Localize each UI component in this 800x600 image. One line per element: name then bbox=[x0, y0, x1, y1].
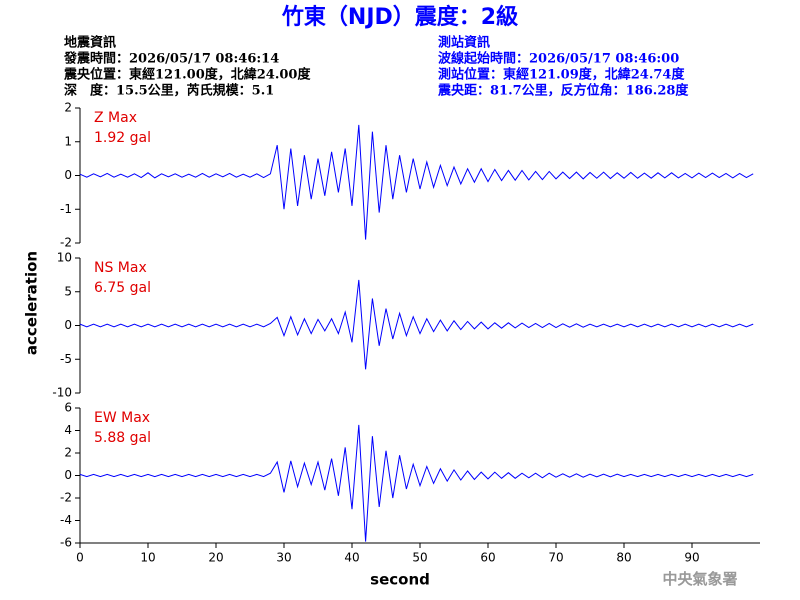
y-tick-label: 0 bbox=[64, 168, 72, 182]
x-tick-label: 80 bbox=[616, 551, 631, 565]
waveform bbox=[79, 424, 754, 542]
panel-max: 1.92 gal bbox=[94, 130, 151, 146]
y-tick-label: -2 bbox=[60, 491, 72, 505]
info-line: 震央位置：東經121.00度，北緯24.00度 bbox=[63, 67, 311, 83]
info-line: 地震資訊 bbox=[64, 35, 116, 51]
info-line: 深 度：15.5公里，芮氏規模：5.1 bbox=[64, 83, 274, 99]
info-line: 發震時間：2026/05/17 08:46:14 bbox=[63, 51, 279, 67]
y-tick-label: 2 bbox=[64, 446, 72, 460]
y-tick-label: 2 bbox=[64, 101, 72, 115]
info-line: 震央距：81.7公里，反方位角：186.28度 bbox=[437, 83, 689, 99]
y-tick-label: 6 bbox=[64, 401, 72, 415]
y-tick-label: -4 bbox=[60, 513, 72, 527]
y-tick-label: 4 bbox=[64, 423, 72, 437]
x-tick-label: 90 bbox=[684, 551, 699, 565]
info-line: 測站位置：東經121.09度，北緯24.74度 bbox=[438, 67, 685, 83]
y-tick-label: 10 bbox=[57, 251, 72, 265]
x-tick-label: 60 bbox=[480, 551, 495, 565]
y-axis-label: acceleration bbox=[23, 251, 41, 355]
panel-annotation: NS Max bbox=[94, 260, 147, 276]
y-tick-label: -2 bbox=[60, 236, 72, 250]
y-tick-label: 0 bbox=[64, 468, 72, 482]
x-tick-label: 0 bbox=[76, 551, 84, 565]
info-line: 波線起始時間：2026/05/17 08:46:00 bbox=[438, 51, 679, 67]
y-tick-label: -5 bbox=[60, 352, 72, 366]
x-tick-label: 30 bbox=[276, 551, 291, 565]
y-tick-label: 0 bbox=[64, 318, 72, 332]
panel-max: 5.88 gal bbox=[94, 430, 151, 446]
y-tick-label: -6 bbox=[60, 536, 72, 550]
y-tick-label: 5 bbox=[64, 284, 72, 298]
panel-annotation: EW Max bbox=[94, 410, 150, 426]
x-tick-label: 10 bbox=[140, 551, 155, 565]
x-tick-label: 40 bbox=[344, 551, 359, 565]
title: 竹東（NJD）震度：2級 bbox=[281, 4, 518, 30]
waveform bbox=[79, 279, 754, 370]
x-tick-label: 70 bbox=[548, 551, 563, 565]
y-tick-label: 1 bbox=[64, 134, 72, 148]
panel-max: 6.75 gal bbox=[94, 280, 151, 296]
panel-annotation: Z Max bbox=[94, 110, 137, 126]
y-tick-label: -10 bbox=[52, 386, 72, 400]
y-tick-label: -1 bbox=[60, 202, 72, 216]
footer: 中央氣象署 bbox=[662, 570, 737, 588]
waveform bbox=[79, 124, 754, 240]
x-tick-label: 20 bbox=[208, 551, 223, 565]
info-line: 測站資訊 bbox=[438, 35, 490, 51]
x-tick-label: 50 bbox=[412, 551, 427, 565]
x-axis-label: second bbox=[370, 571, 430, 589]
